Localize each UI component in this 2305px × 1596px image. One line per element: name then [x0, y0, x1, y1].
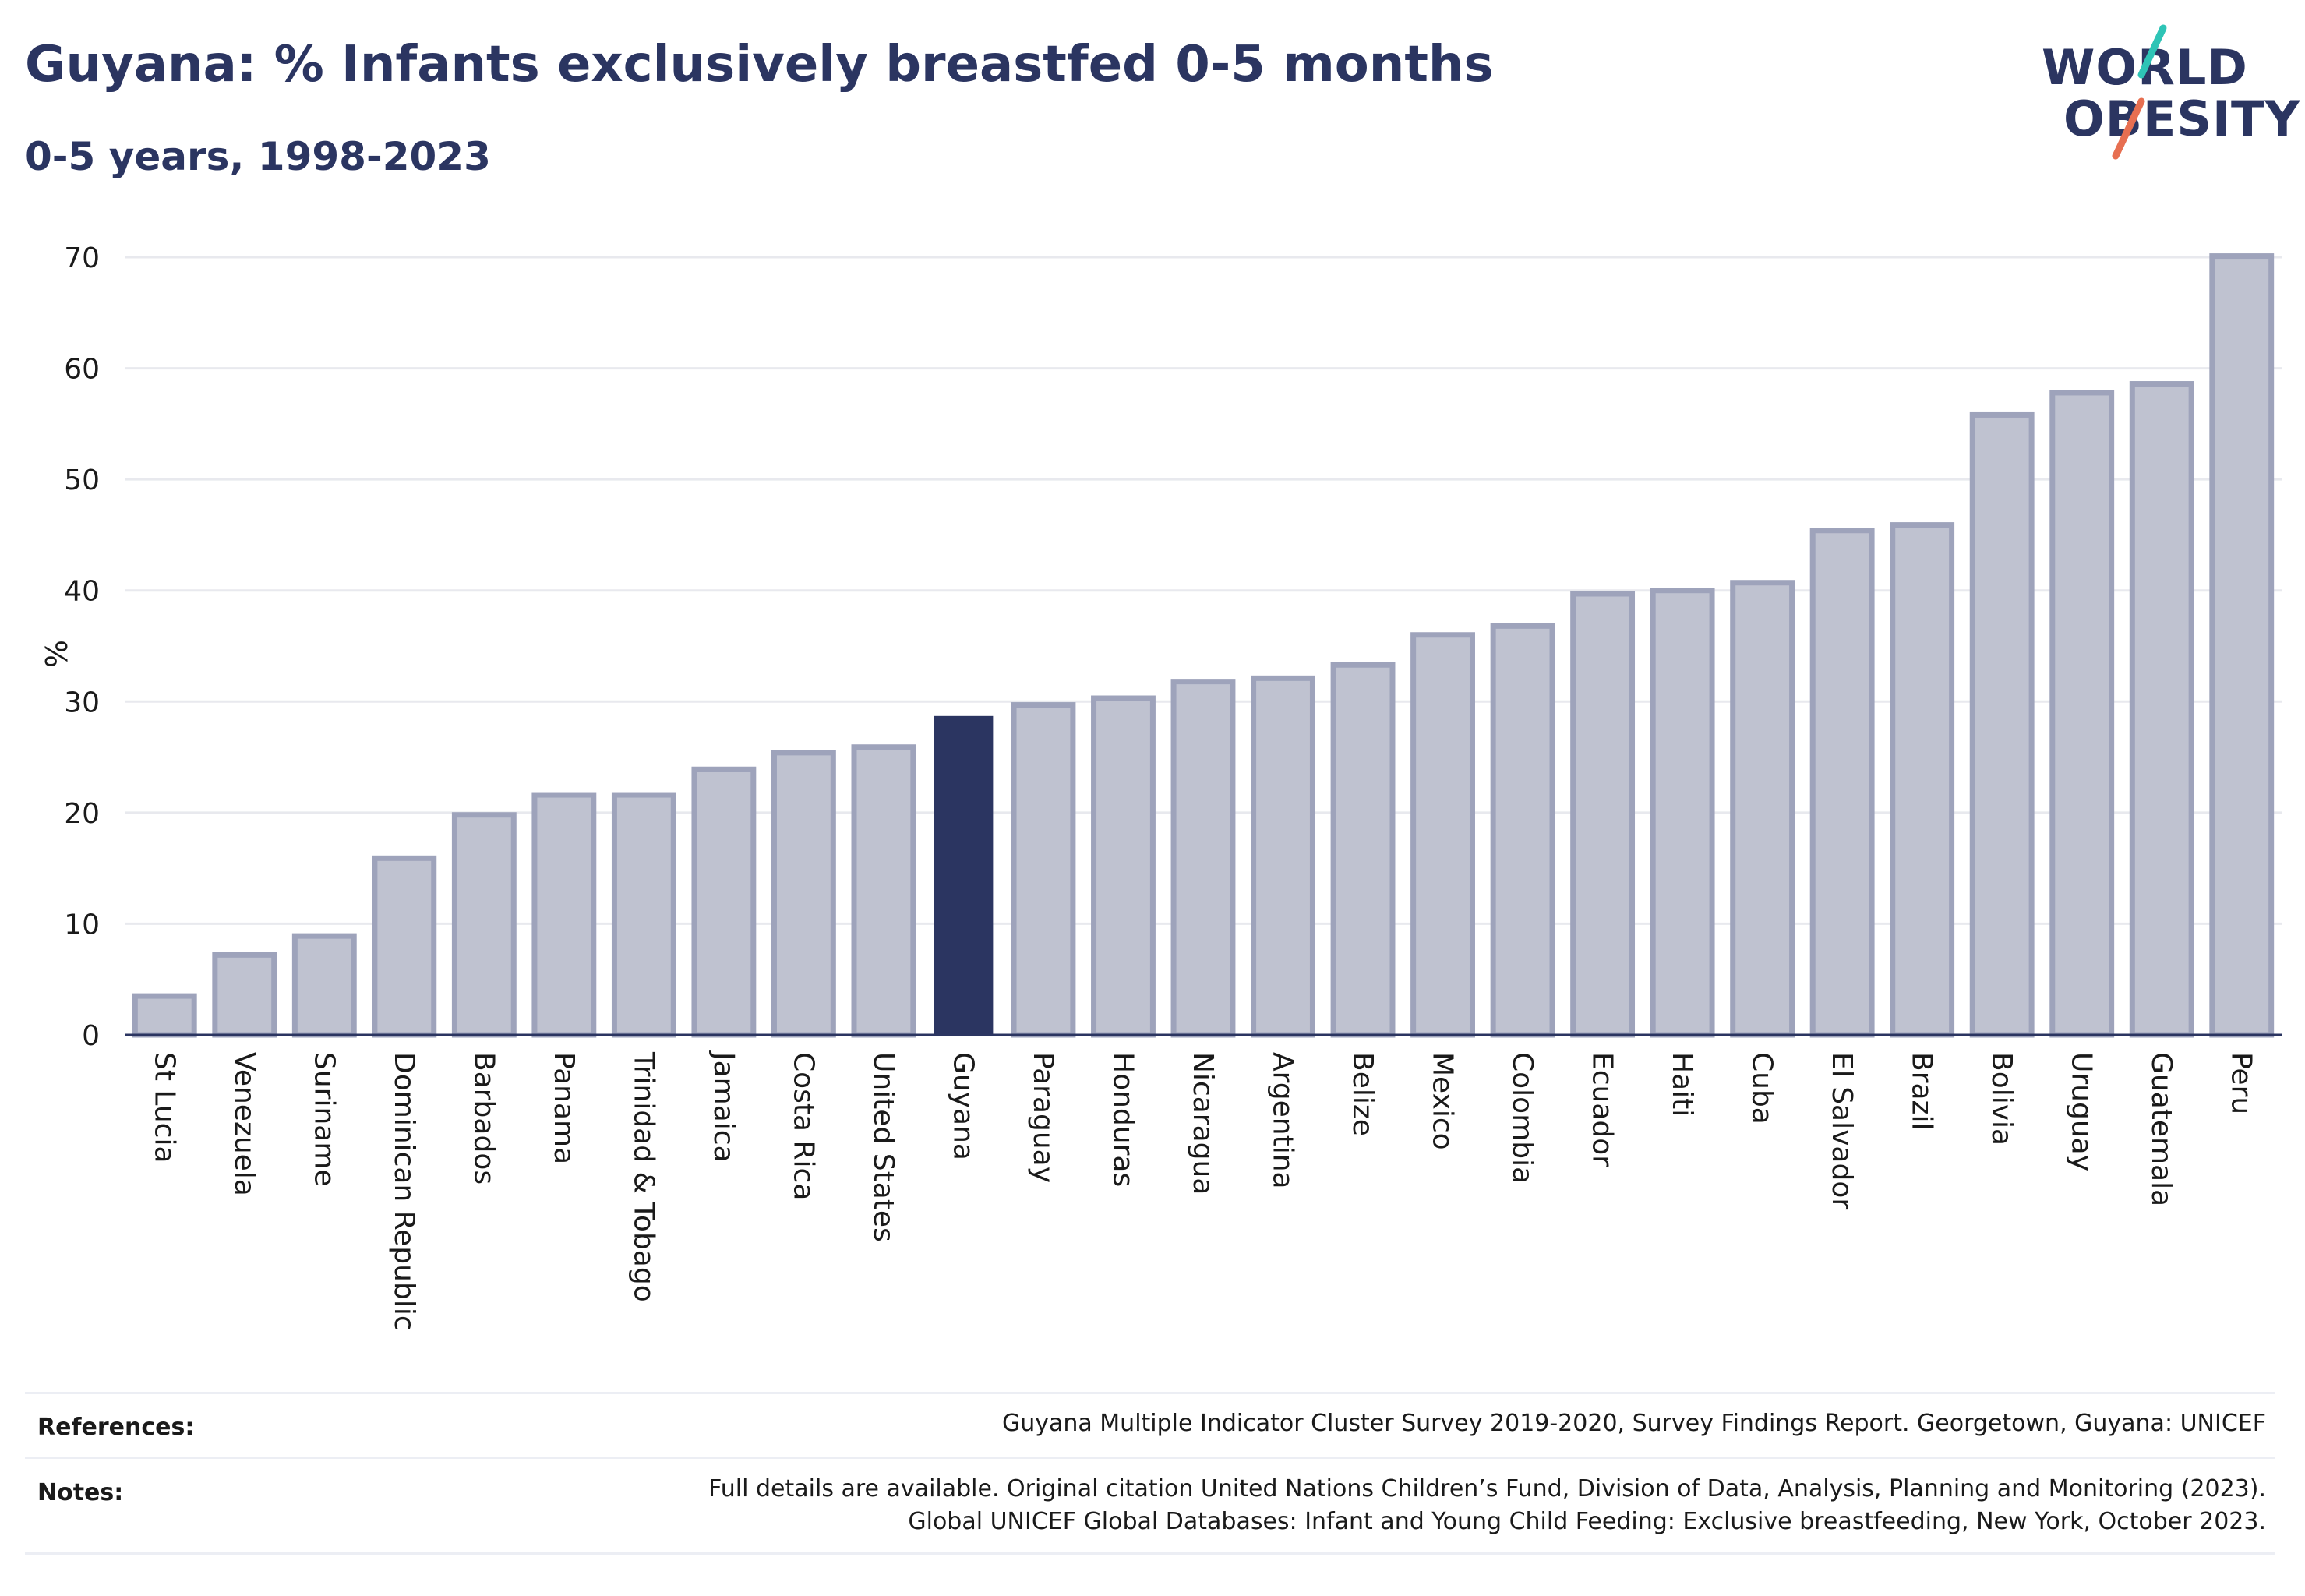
- y-tick-label: 20: [64, 798, 100, 830]
- x-tick-label: Uruguay: [2066, 1052, 2098, 1171]
- bar-peru: [2209, 253, 2275, 1038]
- bar-paraguay: [1011, 702, 1076, 1038]
- x-tick-label: Dominican Republic: [388, 1052, 420, 1331]
- footer-divider: [25, 1392, 2275, 1394]
- x-tick-label: Mexico: [1427, 1052, 1459, 1150]
- footer-divider: [25, 1457, 2275, 1459]
- bar-cuba: [1730, 580, 1795, 1038]
- y-tick-label: 40: [64, 576, 100, 608]
- x-tick-label: Barbados: [468, 1052, 499, 1185]
- bar-honduras: [1091, 695, 1156, 1038]
- bar-st-lucia: [132, 993, 197, 1038]
- bar-venezuela: [212, 952, 277, 1038]
- bar-guatemala: [2129, 381, 2194, 1038]
- x-tick-label: St Lucia: [148, 1052, 180, 1163]
- bar-panama: [531, 792, 597, 1038]
- x-tick-label: Cuba: [1746, 1052, 1778, 1125]
- x-tick-label: El Salvador: [1826, 1052, 1858, 1209]
- y-tick-label: 0: [82, 1020, 100, 1052]
- bar-mexico: [1410, 632, 1475, 1038]
- x-tick-label: Brazil: [1906, 1052, 1938, 1130]
- x-axis: St Lucia Venezuela Suriname Dominican Repub…: [125, 1033, 2282, 1331]
- notes-label: Notes:: [37, 1479, 124, 1506]
- logo-line-2: OBESITY: [2063, 90, 2301, 147]
- x-tick-label: Honduras: [1107, 1052, 1138, 1187]
- bar-colombia: [1490, 623, 1555, 1038]
- chart-title: Guyana: % Infants exclusively breastfed …: [25, 36, 1494, 94]
- bar-haiti: [1650, 588, 1715, 1038]
- y-tick-label: 60: [64, 354, 100, 386]
- x-tick-label: Paraguay: [1027, 1052, 1059, 1183]
- bar-barbados: [451, 812, 517, 1038]
- x-tick-label: Trinidad & Tobago: [627, 1051, 659, 1302]
- x-tick-label: Jamaica: [708, 1050, 740, 1163]
- chart-subtitle: 0-5 years, 1998-2023: [25, 134, 491, 179]
- x-tick-label: United States: [867, 1052, 899, 1242]
- logo-slash-icon: [2112, 24, 2167, 160]
- x-tick-label: Ecuador: [1587, 1052, 1618, 1167]
- x-tick-label: Peru: [2226, 1052, 2257, 1114]
- bar-trinidad-tobago: [611, 792, 676, 1038]
- bar-belize: [1330, 662, 1396, 1038]
- world-obesity-logo: WORLD OBESITY: [2026, 23, 2300, 164]
- bar-jamaica: [691, 766, 757, 1038]
- bar-el-salvador: [1809, 528, 1875, 1038]
- footer: References: Guyana Multiple Indicator Cl…: [25, 1392, 2275, 1579]
- x-tick-label: Panama: [548, 1052, 580, 1164]
- bar-guyana: [934, 715, 994, 1035]
- y-tick-label: 10: [64, 909, 100, 941]
- x-tick-label: Bolivia: [1986, 1052, 2017, 1146]
- footer-divider: [25, 1552, 2275, 1555]
- bar-ecuador: [1570, 591, 1636, 1038]
- bar-costa-rica: [771, 750, 836, 1038]
- y-axis-label: %: [38, 640, 72, 668]
- references-text: Guyana Multiple Indicator Cluster Survey…: [1001, 1410, 2266, 1437]
- y-tick-label: 50: [64, 464, 100, 496]
- x-tick-label: Argentina: [1267, 1052, 1299, 1189]
- bar-argentina: [1251, 675, 1315, 1038]
- notes-text-line-1: Full details are available. Original cit…: [708, 1475, 2266, 1502]
- notes-text-line-2: Global UNICEF Global Databases: Infant a…: [908, 1508, 2266, 1535]
- y-tick-label: 70: [64, 242, 100, 274]
- y-axis: 0 10 20 30 40 50 60 70: [64, 242, 100, 1052]
- bar-united-states: [851, 744, 916, 1038]
- x-tick-label: Guyana: [947, 1052, 979, 1160]
- x-tick-label: Nicaragua: [1187, 1052, 1219, 1195]
- bars: [132, 253, 2275, 1038]
- bar-uruguay: [2049, 390, 2115, 1038]
- x-tick-label: Suriname: [308, 1052, 340, 1187]
- x-tick-label: Costa Rica: [787, 1052, 819, 1200]
- x-tick-label: Venezuela: [228, 1052, 260, 1196]
- bar-suriname: [291, 933, 357, 1038]
- bar-nicaragua: [1170, 679, 1236, 1038]
- bar-brazil: [1890, 522, 1955, 1038]
- bar-chart: 0 10 20 30 40 50 60 70 St Lucia Venezuela Surinam…: [38, 242, 2282, 1331]
- bar-dominican-republic: [372, 855, 437, 1038]
- bar-bolivia: [1969, 411, 2035, 1038]
- x-tick-label: Colombia: [1506, 1052, 1538, 1184]
- x-tick-label: Guatemala: [2145, 1052, 2177, 1206]
- y-tick-label: 30: [64, 687, 100, 719]
- x-tick-label: Haiti: [1666, 1052, 1698, 1117]
- x-tick-label: Belize: [1347, 1052, 1378, 1136]
- references-label: References:: [37, 1414, 195, 1441]
